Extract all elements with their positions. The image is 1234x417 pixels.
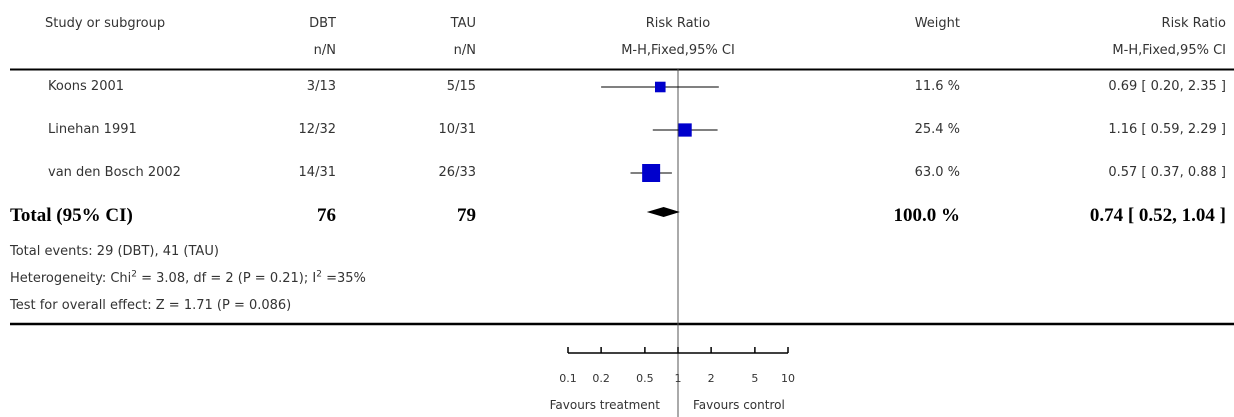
dbt-column-subheader: n/N xyxy=(313,43,336,58)
tau-column-subheader: n/N xyxy=(453,43,476,58)
study-weight: 11.6 % xyxy=(914,79,960,94)
total-events-text: Total events: 29 (DBT), 41 (TAU) xyxy=(10,244,219,259)
weight-column-header: Weight xyxy=(914,16,960,31)
total-ci-text: 0.74 [ 0.52, 1.04 ] xyxy=(1089,205,1226,226)
study-name: van den Bosch 2002 xyxy=(48,165,181,180)
study-column-header: Study or subgroup xyxy=(45,16,166,31)
study-name: Koons 2001 xyxy=(48,79,125,94)
study-ci-text: 0.69 [ 0.20, 2.35 ] xyxy=(1108,79,1226,94)
x-tick-label: 2 xyxy=(708,372,715,385)
study-marker xyxy=(678,123,692,137)
total-weight: 100.0 % xyxy=(893,205,961,226)
x-tick-label: 0.2 xyxy=(592,372,610,385)
risk-ratio-method-header: M-H,Fixed,95% CI xyxy=(621,43,735,58)
risk-ratio-header: Risk Ratio xyxy=(645,16,711,31)
total-tau: 79 xyxy=(457,205,476,226)
x-tick-label: 5 xyxy=(751,372,758,385)
study-name: Linehan 1991 xyxy=(48,122,137,137)
study-weight: 25.4 % xyxy=(914,122,960,137)
x-tick-label: 1 xyxy=(675,372,682,385)
tau-column-header: TAU xyxy=(450,16,476,31)
study-tau-events: 10/31 xyxy=(438,122,476,137)
x-tick-label: 10 xyxy=(781,372,795,385)
x-tick-label: 0.1 xyxy=(559,372,577,385)
study-dbt-events: 14/31 xyxy=(298,165,336,180)
favours-control-label: Favours control xyxy=(693,398,785,412)
study-tau-events: 5/15 xyxy=(446,79,476,94)
study-dbt-events: 3/13 xyxy=(306,79,336,94)
favours-treatment-label: Favours treatment xyxy=(549,398,660,412)
study-ci-text: 1.16 [ 0.59, 2.29 ] xyxy=(1108,122,1226,137)
total-diamond xyxy=(646,207,680,217)
overall-effect-text: Test for overall effect: Z = 1.71 (P = 0… xyxy=(10,298,292,313)
study-weight: 63.0 % xyxy=(914,165,960,180)
study-ci-text: 0.57 [ 0.37, 0.88 ] xyxy=(1108,165,1226,180)
heterogeneity-text: Heterogeneity: Chi2 = 3.08, df = 2 (P = … xyxy=(10,269,366,286)
ci-column-subheader: M-H,Fixed,95% CI xyxy=(1112,43,1226,58)
study-dbt-events: 12/32 xyxy=(298,122,336,137)
dbt-column-header: DBT xyxy=(309,16,336,31)
study-marker xyxy=(642,164,661,182)
x-tick-label: 0.5 xyxy=(636,372,654,385)
study-marker xyxy=(654,81,666,93)
total-label: Total (95% CI) xyxy=(10,205,133,226)
total-dbt: 76 xyxy=(317,205,336,226)
study-tau-events: 26/33 xyxy=(438,165,476,180)
ci-column-header: Risk Ratio xyxy=(1161,16,1226,31)
